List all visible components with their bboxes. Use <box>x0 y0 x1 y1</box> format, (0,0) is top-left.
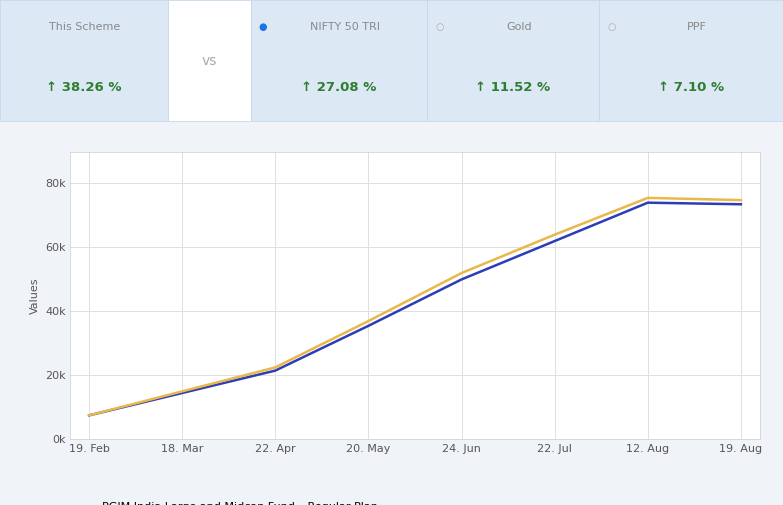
Text: ○: ○ <box>435 22 443 32</box>
Text: NIFTY 50 TRI: NIFTY 50 TRI <box>310 22 380 32</box>
Text: Gold: Gold <box>507 22 532 32</box>
Text: ↑ 27.08 %: ↑ 27.08 % <box>301 81 377 94</box>
Text: This Scheme: This Scheme <box>49 22 120 32</box>
Text: ↑ 7.10 %: ↑ 7.10 % <box>658 81 724 94</box>
Text: vs: vs <box>202 54 217 68</box>
Text: PPF: PPF <box>687 22 707 32</box>
Text: ●: ● <box>259 22 267 32</box>
Text: ↑ 11.52 %: ↑ 11.52 % <box>475 81 550 94</box>
Text: ↑ 38.26 %: ↑ 38.26 % <box>46 81 122 94</box>
Y-axis label: Values: Values <box>30 277 39 314</box>
Legend: PGIM India Large and Midcap Fund – Regular Plan
– Growth Option, NIFTY 50 TRI: PGIM India Large and Midcap Fund – Regul… <box>76 502 486 505</box>
Text: ○: ○ <box>608 22 615 32</box>
